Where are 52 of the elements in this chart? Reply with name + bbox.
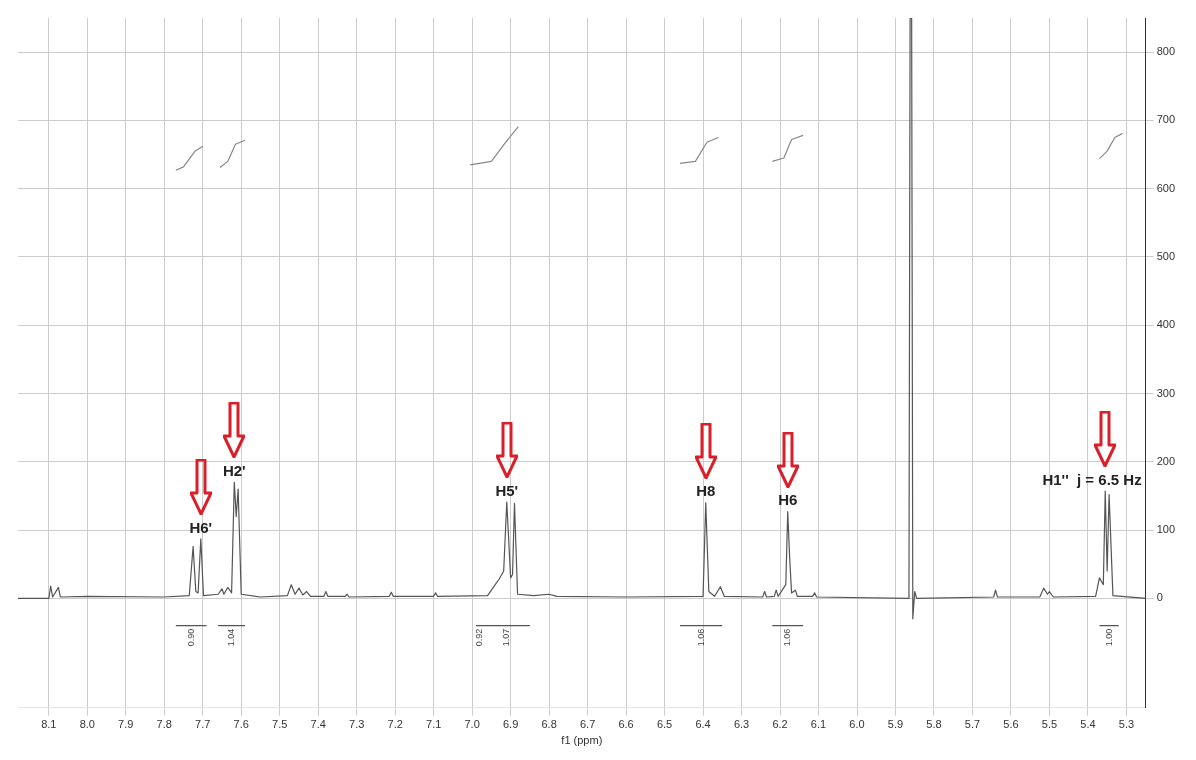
x-tick-label: 6.4 [695, 718, 711, 731]
x-tick-label: 7.0 [464, 718, 480, 731]
x-tick-label: 7.6 [233, 718, 249, 731]
x-tick-label: 6.8 [541, 718, 557, 731]
x-tick-label: 5.6 [1003, 718, 1019, 731]
x-tick-label: 7.1 [426, 718, 442, 731]
y-tick-label: 700 [1156, 113, 1176, 126]
y-tick-label: 200 [1156, 454, 1176, 467]
x-tick-label: 7.8 [156, 718, 172, 731]
x-tick-label: 7.4 [310, 718, 326, 731]
annotation: 1.06 [695, 628, 706, 647]
x-tick-label: 6.2 [772, 718, 788, 731]
annotation: 1.00 [1103, 628, 1114, 647]
x-tick-label: 8.0 [79, 718, 95, 731]
x-tick-label: 6.5 [656, 718, 673, 731]
y-tick-label: 300 [1156, 386, 1176, 399]
x-tick-label: 5.7 [964, 718, 981, 731]
data-label: H5' [495, 481, 519, 499]
x-tick-label: 7.5 [272, 718, 288, 731]
y-tick-label: 500 [1156, 250, 1176, 262]
data-label: H1'' j = 6.5 Hz [1042, 470, 1142, 488]
y-tick-label: 100 [1156, 523, 1176, 536]
data-label: H6 [778, 491, 798, 509]
x-tick-label: 5.3 [1118, 718, 1135, 731]
y-tick-label: 0 [1156, 591, 1163, 604]
x-tick-label: 5.8 [926, 718, 942, 731]
x-tick-label: 6.3 [733, 718, 750, 731]
x-tick-label: 6.7 [579, 718, 596, 731]
annotation: 1.06 [782, 628, 793, 647]
annotation: 0.90 [185, 628, 196, 647]
data-label: H2' [222, 461, 246, 479]
annotation: 1.04 [226, 628, 237, 647]
y-tick-label: 800 [1156, 45, 1176, 58]
x-tick-label: 7.9 [118, 718, 134, 731]
x-tick-label: 6.9 [502, 718, 519, 731]
data-label: H8 [696, 482, 716, 500]
x-axis-title: f1 (ppm) [561, 734, 603, 747]
data-label: H6' [189, 518, 213, 536]
x-tick-label: 7.7 [195, 718, 211, 731]
x-tick-label: 5.9 [887, 718, 904, 731]
x-tick-label: 6.0 [849, 718, 865, 731]
x-tick-label: 6.6 [618, 718, 634, 731]
x-tick-label: 5.4 [1080, 718, 1096, 731]
y-tick-label: 400 [1156, 318, 1176, 331]
annotation: 0.92 [474, 628, 485, 647]
x-tick-label: 6.1 [810, 718, 827, 731]
y-tick-label: 600 [1156, 181, 1176, 194]
x-tick-label: 7.3 [349, 718, 365, 731]
x-tick-label: 8.1 [41, 718, 57, 731]
x-tick-label: 5.5 [1041, 718, 1058, 731]
annotation: 1.07 [501, 628, 512, 647]
x-tick-label: 7.2 [387, 718, 403, 731]
